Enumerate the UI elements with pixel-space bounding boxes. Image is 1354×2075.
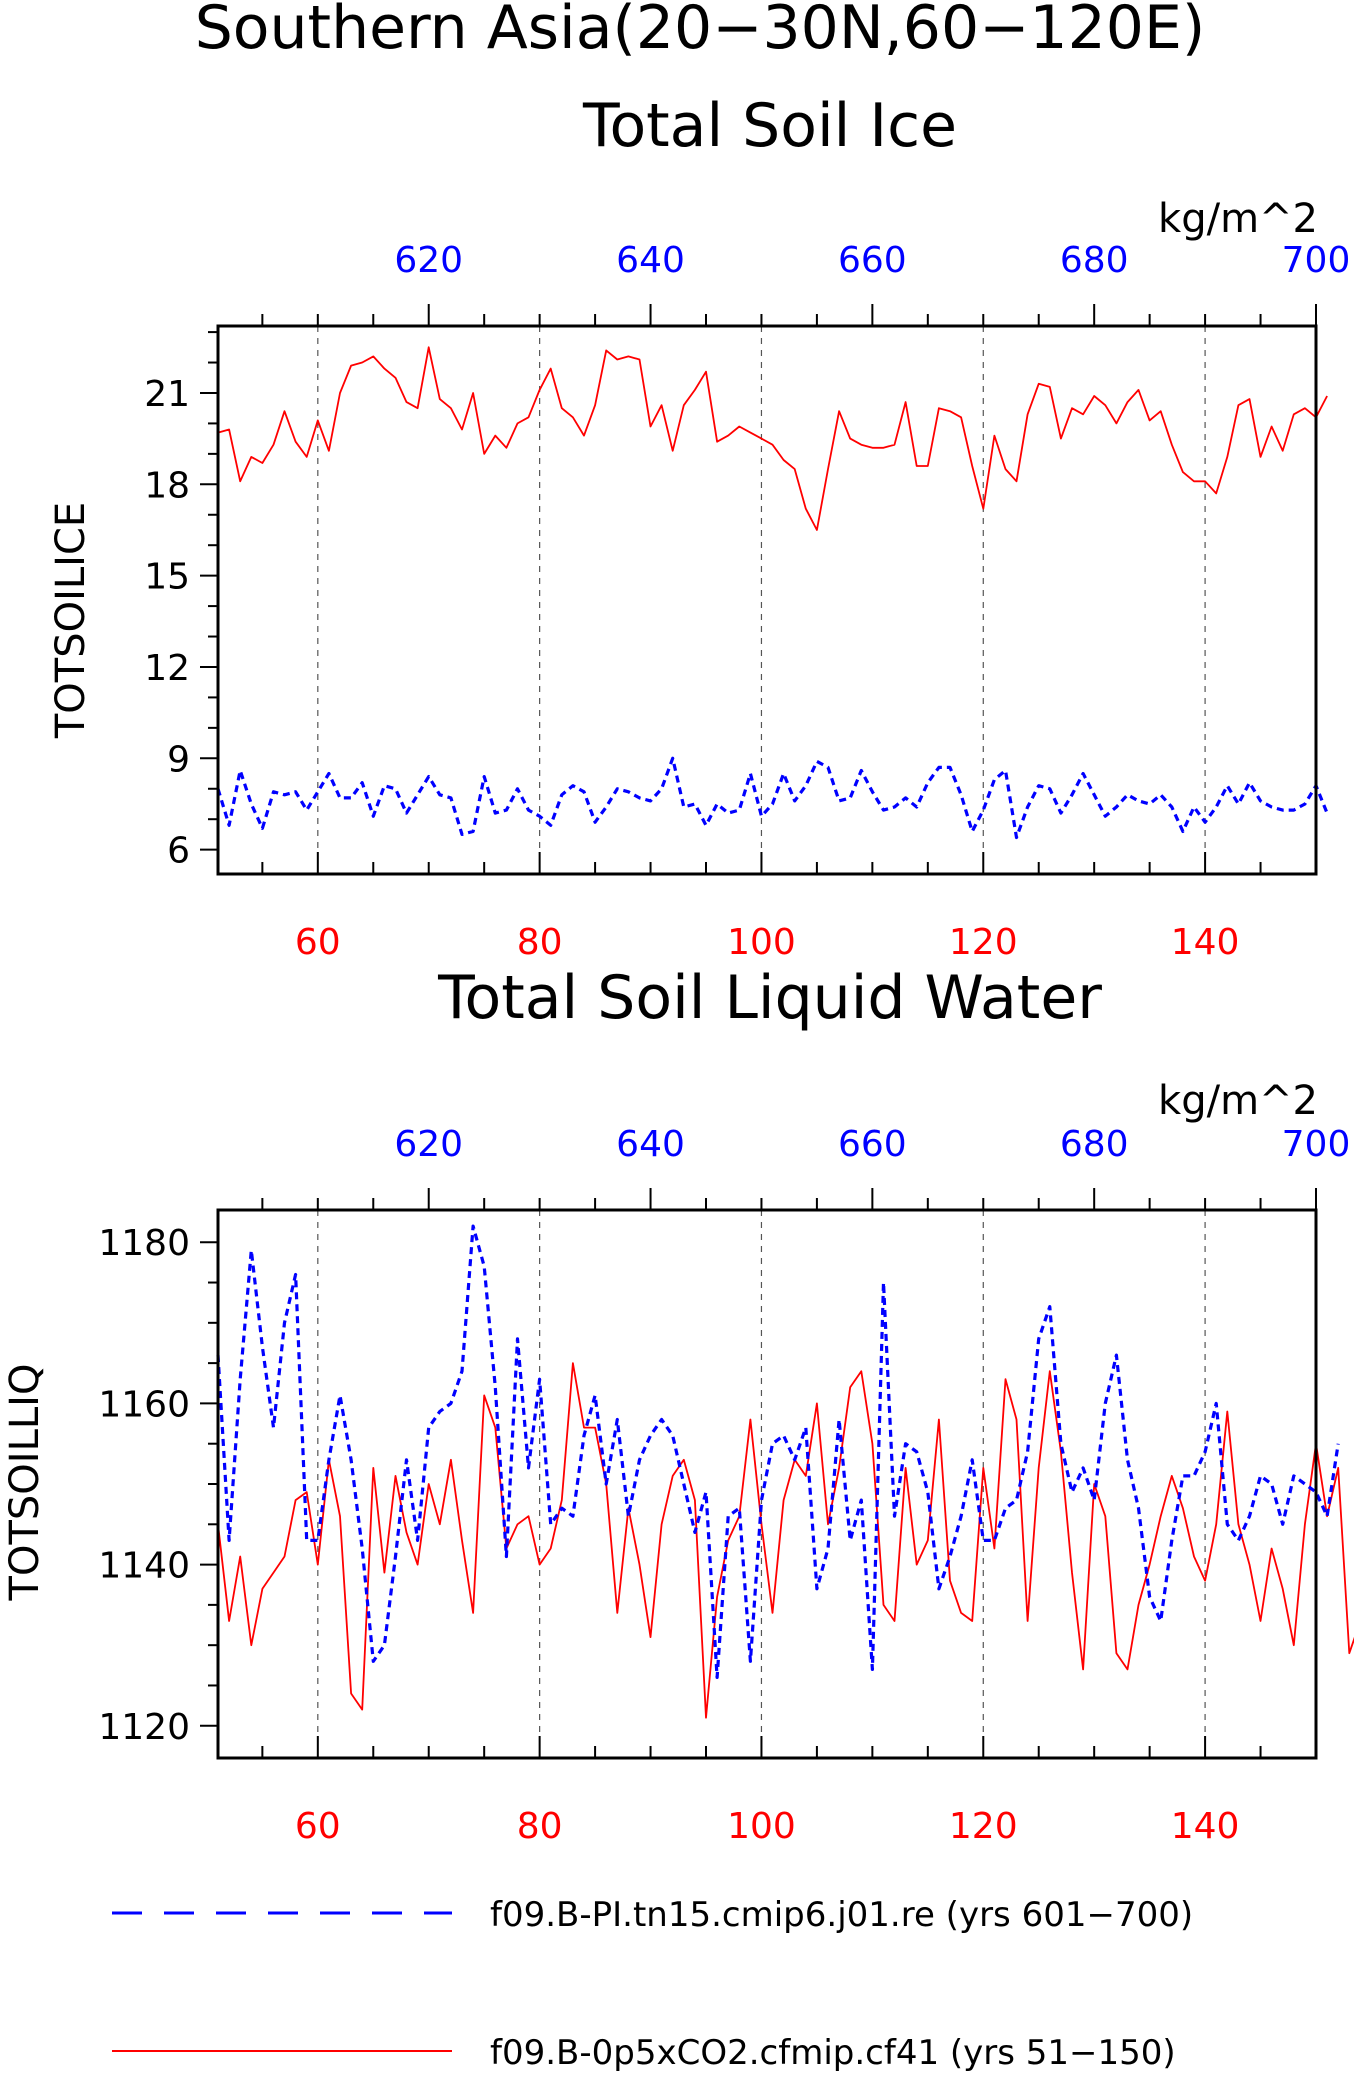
soil-ice-panel: Total Soil Ice kg/m^2 TOTSOILICE 6 9 12 15 1… [48, 91, 1350, 963]
soil-liquid-y-tick-label-2: 1160 [98, 1384, 190, 1425]
soil-ice-y-tick-label-5: 21 [144, 374, 190, 415]
legend-label-experiment: f09.B-0p5xCO2.cfmip.cf41 (yrs 51−150) [490, 2033, 1176, 2073]
soil-liquid-y-tick-label-3: 1180 [98, 1223, 190, 1264]
soil-liquid-bottom-tick-label-2: 100 [727, 1806, 796, 1847]
soil-ice-bottom-tick-label-1: 80 [517, 922, 563, 963]
soil-ice-top-tick-label-1: 640 [616, 240, 685, 281]
soil-liquid-top-tick-label-0: 620 [394, 1124, 463, 1165]
soil-ice-top-tick-label-2: 660 [838, 240, 907, 281]
soil-liquid-ylabel: TOTSOILLIQ [2, 1364, 48, 1602]
soil-ice-top-tick-label-4: 700 [1282, 240, 1351, 281]
figure-title: Southern Asia(20−30N,60−120E) [195, 0, 1206, 63]
soil-ice-y-tick-label-4: 18 [144, 465, 190, 506]
soil-liquid-bottom-tick-label-3: 120 [949, 1806, 1018, 1847]
soil-liquid-bottom-tick-label-4: 140 [1171, 1806, 1240, 1847]
soil-ice-series-control-line [216, 756, 1329, 840]
soil-liquid-top-tick-label-4: 700 [1282, 1124, 1351, 1165]
soil-liquid-top-tick-label-1: 640 [616, 1124, 685, 1165]
soil-liquid-title: Total Soil Liquid Water [437, 963, 1102, 1033]
soil-liquid-top-tick-label-3: 680 [1060, 1124, 1129, 1165]
soil-liquid-series-control-line [216, 1224, 1340, 1680]
soil-liquid-units: kg/m^2 [1158, 1078, 1318, 1124]
soil-ice-title: Total Soil Ice [582, 91, 957, 161]
soil-ice-y-tick-label-3: 15 [144, 557, 190, 598]
soil-liquid-y-tick-label-1: 1140 [98, 1546, 190, 1587]
soil-liquid-series-experiment-line [217, 1362, 1354, 1719]
soil-ice-plot-frame [216, 324, 1318, 876]
soil-ice-y-tick-label-1: 9 [167, 739, 190, 780]
soil-ice-bottom-tick-label-4: 140 [1171, 922, 1240, 963]
soil-liquid-panel: Total Soil Liquid Water kg/m^2 TOTSOILLI… [2, 963, 1354, 1847]
soil-ice-bottom-tick-label-2: 100 [727, 922, 796, 963]
soil-liquid-top-tick-label-2: 660 [838, 1124, 907, 1165]
soil-ice-bottom-tick-label-3: 120 [949, 922, 1018, 963]
soil-ice-y-tick-label-2: 12 [144, 648, 190, 689]
legend: f09.B-PI.tn15.cmip6.j01.re (yrs 601−700)… [112, 1895, 1193, 2073]
legend-label-control: f09.B-PI.tn15.cmip6.j01.re (yrs 601−700) [490, 1895, 1193, 1935]
soil-liquid-plot-frame [216, 1208, 1318, 1760]
soil-liquid-bottom-tick-label-1: 80 [517, 1806, 563, 1847]
soil-ice-y-tick-label-0: 6 [167, 831, 190, 872]
soil-ice-ylabel: TOTSOILICE [48, 502, 94, 739]
soil-liquid-y-tick-label-0: 1120 [98, 1707, 190, 1748]
soil-ice-bottom-tick-label-0: 60 [295, 922, 341, 963]
soil-ice-top-tick-label-0: 620 [394, 240, 463, 281]
soil-ice-series-experiment-line [217, 346, 1328, 531]
soil-liquid-bottom-tick-label-0: 60 [295, 1806, 341, 1847]
soil-ice-top-tick-label-3: 680 [1060, 240, 1129, 281]
soil-ice-units: kg/m^2 [1158, 196, 1318, 242]
